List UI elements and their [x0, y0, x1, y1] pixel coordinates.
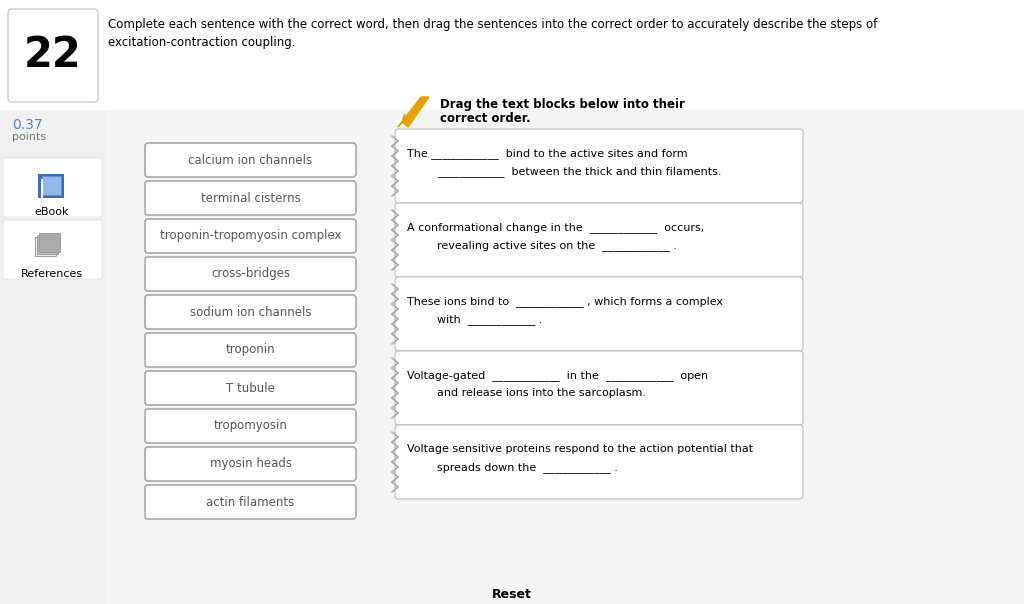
Text: eBook: eBook: [35, 207, 70, 217]
Text: tropomyosin: tropomyosin: [214, 420, 288, 432]
Text: Voltage-gated  ____________  in the  ____________  open: Voltage-gated ____________ in the ______…: [407, 370, 709, 381]
Text: A conformational change in the  ____________  occurs,: A conformational change in the _________…: [407, 222, 705, 233]
Bar: [0, 0, 1024, 110]
Text: spreads down the  ____________ .: spreads down the ____________ .: [437, 462, 617, 473]
Bar: [0, 0, 105, 604]
FancyBboxPatch shape: [145, 219, 356, 253]
FancyBboxPatch shape: [395, 203, 803, 277]
FancyBboxPatch shape: [145, 409, 356, 443]
Text: sodium ion channels: sodium ion channels: [189, 306, 311, 318]
Text: Reset: Reset: [493, 588, 531, 601]
Bar: [38, 174, 63, 198]
Text: T tubule: T tubule: [226, 382, 274, 394]
Bar: [0, 0, 105, 110]
Text: 22: 22: [25, 34, 82, 76]
FancyBboxPatch shape: [145, 143, 356, 177]
FancyBboxPatch shape: [145, 295, 356, 329]
Bar: [43, 177, 61, 195]
Text: Voltage sensitive proteins respond to the action potential that: Voltage sensitive proteins respond to th…: [407, 444, 753, 454]
Text: References: References: [20, 269, 83, 279]
Text: 0.37: 0.37: [12, 118, 43, 132]
Text: The ____________  bind to the active sites and form: The ____________ bind to the active site…: [407, 148, 688, 159]
Text: revealing active sites on the  ____________ .: revealing active sites on the __________…: [437, 240, 677, 251]
Text: Drag the text blocks below into their: Drag the text blocks below into their: [440, 98, 685, 111]
FancyBboxPatch shape: [395, 351, 803, 425]
FancyBboxPatch shape: [395, 277, 803, 351]
Text: troponin: troponin: [225, 344, 275, 356]
FancyBboxPatch shape: [145, 257, 356, 291]
FancyBboxPatch shape: [145, 181, 356, 215]
FancyBboxPatch shape: [3, 220, 102, 279]
Text: and release ions into the sarcoplasm.: and release ions into the sarcoplasm.: [437, 388, 646, 398]
Text: correct order.: correct order.: [440, 112, 530, 125]
FancyBboxPatch shape: [38, 236, 58, 254]
Text: calcium ion channels: calcium ion channels: [188, 153, 312, 167]
FancyBboxPatch shape: [40, 234, 60, 252]
Text: cross-bridges: cross-bridges: [211, 268, 290, 280]
Text: myosin heads: myosin heads: [210, 457, 292, 471]
Text: points: points: [12, 132, 46, 142]
FancyBboxPatch shape: [8, 9, 98, 102]
FancyBboxPatch shape: [145, 447, 356, 481]
Text: actin filaments: actin filaments: [207, 495, 295, 509]
Bar: [43, 177, 61, 195]
FancyBboxPatch shape: [395, 425, 803, 499]
Text: troponin-tropomyosin complex: troponin-tropomyosin complex: [160, 230, 341, 242]
Text: Complete each sentence with the correct word, then drag the sentences into the c: Complete each sentence with the correct …: [108, 18, 878, 49]
Text: terminal cisterns: terminal cisterns: [201, 191, 300, 205]
FancyBboxPatch shape: [395, 129, 803, 203]
FancyBboxPatch shape: [3, 158, 102, 217]
Polygon shape: [398, 97, 429, 127]
FancyBboxPatch shape: [36, 237, 56, 257]
FancyBboxPatch shape: [145, 333, 356, 367]
Text: These ions bind to  ____________ , which forms a complex: These ions bind to ____________ , which …: [407, 296, 723, 307]
Text: ____________  between the thick and thin filaments.: ____________ between the thick and thin …: [437, 166, 722, 177]
Bar: [42, 176, 62, 196]
FancyBboxPatch shape: [145, 371, 356, 405]
FancyBboxPatch shape: [145, 485, 356, 519]
Text: with  ____________ .: with ____________ .: [437, 314, 543, 325]
